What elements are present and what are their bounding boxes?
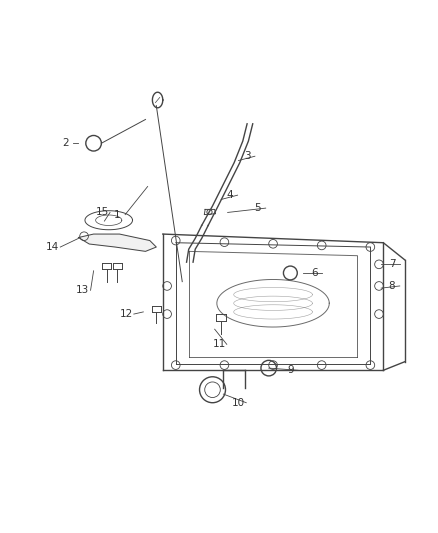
Text: 8: 8 — [389, 281, 395, 291]
Text: 15: 15 — [95, 207, 109, 217]
Text: 3: 3 — [244, 151, 251, 161]
Text: 12: 12 — [120, 309, 133, 319]
Polygon shape — [78, 234, 156, 252]
Text: 13: 13 — [76, 285, 89, 295]
Text: 1: 1 — [114, 209, 121, 220]
Text: 9: 9 — [287, 365, 293, 375]
Text: 14: 14 — [46, 242, 59, 252]
Text: 5: 5 — [254, 203, 261, 213]
Text: 2: 2 — [62, 138, 69, 148]
Text: 11: 11 — [212, 340, 226, 349]
Text: 4: 4 — [226, 190, 233, 200]
Text: 7: 7 — [389, 260, 395, 269]
Text: 6: 6 — [311, 268, 318, 278]
Text: 10: 10 — [232, 398, 245, 408]
